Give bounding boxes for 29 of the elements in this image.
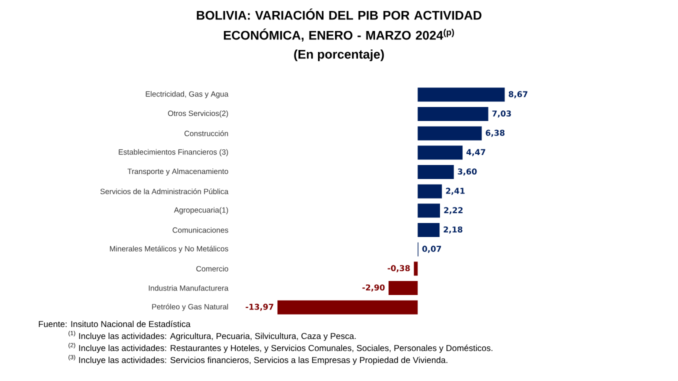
- data-label: 6,38: [486, 130, 505, 137]
- bar: [418, 146, 463, 160]
- bar: [414, 262, 418, 276]
- data-label: -0,38: [388, 265, 410, 272]
- bar: [277, 300, 418, 314]
- data-label: 0,07: [422, 246, 442, 253]
- bar: [418, 223, 440, 237]
- chart-title: BOLIVIA: VARIACIÓN DEL PIB POR ACTIVIDAD ECONÓMICA, ENERO - MARZO 2024$^{(p)}$: [196, 8, 482, 42]
- bar: [418, 204, 440, 218]
- bar: [418, 88, 505, 102]
- source-note: Fuente: Insituto Nacional de Estadística: [38, 320, 191, 328]
- text: $^{(1)}$ Incluye las actividades: Agricultura, Pecuaria, Silvicultura, Caza y Pesca.: [68, 330, 356, 341]
- bar: [418, 107, 488, 121]
- text: $^{(3)}$ Incluye las actividades: Servicios financieros, Servicios a las Empresas y Propiedad de Vivienda.: [68, 354, 448, 365]
- text: $^{(2)}$ Incluye las actividades: Restaurantes y Hoteles, y Servicios Comunales, Sociales, Personales y Domésticos.: [68, 342, 492, 353]
- data-label: 8,67: [508, 91, 528, 98]
- data-label: 7,03: [492, 110, 511, 118]
- data-label: 4,47: [466, 149, 486, 156]
- data-label: 3,60: [458, 168, 477, 176]
- bar: [418, 126, 482, 140]
- data-label: 2,22: [444, 207, 463, 214]
- bar: [418, 184, 442, 198]
- bar: [418, 165, 454, 179]
- chart-subtitle: (En porcentaje): [294, 50, 384, 62]
- bar: [388, 281, 418, 295]
- data-label: -13,97: [246, 304, 274, 311]
- data-label: 2,41: [446, 188, 465, 195]
- data-label: 2,18: [444, 226, 462, 234]
- data-label: -2,90: [362, 284, 385, 292]
